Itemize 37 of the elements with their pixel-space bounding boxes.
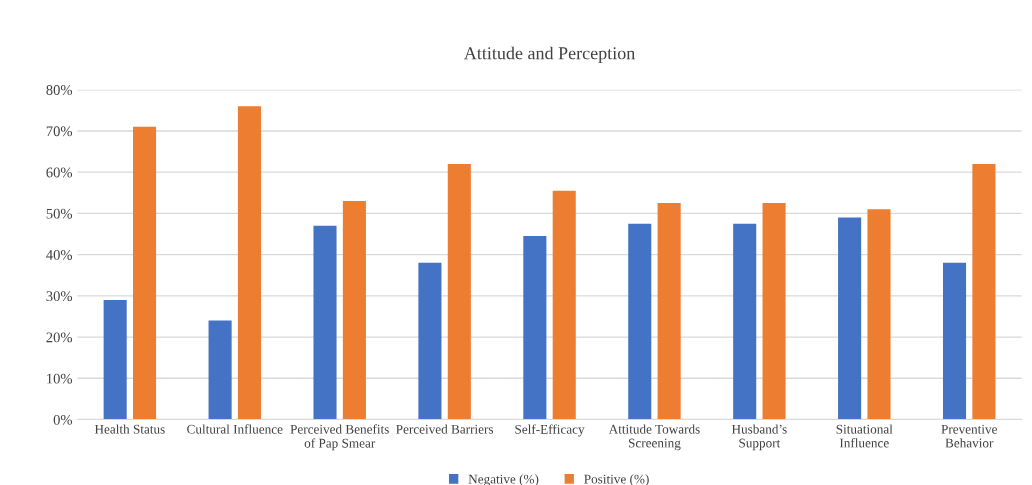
bar	[313, 225, 337, 420]
bar	[103, 299, 127, 420]
bar	[733, 223, 757, 420]
x-tick-label: Perceived Benefits of Pap Smear	[290, 424, 389, 451]
x-tick-label: Husband’s Support	[731, 424, 787, 451]
x-tick-label: Self-Efficacy	[515, 424, 585, 437]
x-tick-label: Cultural Influence	[187, 424, 283, 434]
bar	[972, 163, 996, 420]
y-tick-label: 70%	[46, 126, 73, 137]
y-tick-label: 80%	[46, 85, 73, 95]
bar	[208, 320, 232, 420]
y-tick-label: 40%	[46, 249, 73, 260]
x-tick-label: Attitude Towards Screening	[608, 424, 700, 451]
x-tick-label: Health Status	[94, 424, 165, 434]
x-tick-label: Situational Influence	[836, 424, 893, 448]
bar	[657, 203, 681, 420]
bar	[133, 126, 157, 420]
y-tick-label: 30%	[46, 291, 73, 302]
bar	[867, 209, 891, 420]
x-tick-label: Preventive Behavior	[941, 424, 997, 448]
bar	[762, 203, 786, 420]
bar	[552, 190, 576, 420]
y-tick-label: 60%	[46, 167, 73, 178]
bar	[523, 236, 547, 420]
y-tick-label: 20%	[46, 332, 73, 343]
bar	[447, 163, 471, 420]
y-tick-label: 50%	[46, 208, 73, 219]
y-tick-label: 10%	[47, 373, 73, 384]
bar	[628, 223, 652, 420]
bar	[237, 106, 262, 420]
x-tick-label: Perceived Barriers	[396, 424, 494, 434]
chart-title: Attitude and Perception	[463, 46, 636, 64]
bar	[838, 217, 862, 420]
bar	[942, 262, 967, 420]
bar	[342, 201, 366, 420]
bar	[418, 262, 442, 420]
y-tick-label: 0%	[53, 414, 73, 425]
